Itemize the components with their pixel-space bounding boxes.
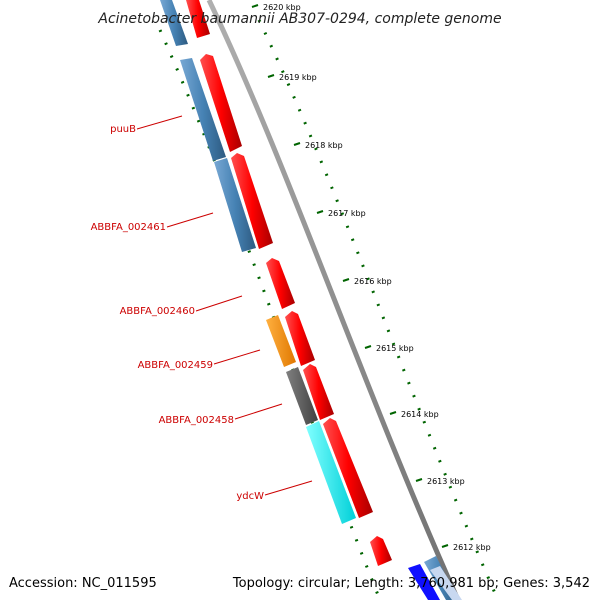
tick-label: 2614 kbp — [401, 410, 439, 419]
gene-label-leader — [166, 212, 214, 228]
gene-label: ABBFA_002461 — [91, 222, 166, 233]
gene-label-leader — [136, 115, 183, 130]
tick-mark — [267, 74, 275, 78]
tick-label: 2616 kbp — [354, 277, 392, 286]
gene-label-leader — [264, 480, 313, 496]
feature-orange — [266, 315, 296, 367]
tick-label: 2620 kbp — [263, 3, 301, 12]
gene-forward-2 — [231, 153, 273, 249]
tick-mark — [316, 210, 324, 214]
feature-blocks — [266, 315, 356, 524]
gene-label: puuB — [110, 124, 136, 135]
gene-lightblue-bottom — [430, 566, 462, 600]
tick-mark — [415, 478, 423, 482]
gene-ABBFA_002460 — [266, 258, 295, 309]
gene-label-group: puuB ABBFA_002461 ABBFA_002460 ABBFA_002459… — [91, 115, 313, 502]
tick-mark — [389, 411, 397, 415]
gene-forward-1 — [200, 54, 242, 152]
tick-group: 2620 kbp 2619 kbp 2618 kbp 2617 kbp 2616 kbp… — [251, 3, 491, 552]
backbone-ring — [206, 0, 461, 600]
gene-puuB — [180, 58, 226, 161]
tick-label: 2613 kbp — [427, 477, 465, 486]
gene-ABBFA_002458-fwd — [303, 364, 334, 420]
tick-label: 2615 kbp — [376, 344, 414, 353]
accession-text: Accession: NC_011595 — [9, 576, 157, 591]
tick-mark — [251, 4, 259, 8]
summary-text: Topology: circular; Length: 3,760,981 bp… — [232, 576, 590, 591]
map-title: Acinetobacter baumannii AB307-0294, comp… — [97, 11, 501, 27]
gene-forward-bottom — [370, 536, 392, 566]
tick-mark — [364, 345, 372, 349]
tick-label: 2617 kbp — [328, 209, 366, 218]
gene-label: ABBFA_002459 — [138, 360, 213, 371]
gene-label: ABBFA_002458 — [159, 415, 234, 426]
tick-label: 2618 kbp — [305, 141, 343, 150]
gene-label: ABBFA_002460 — [120, 306, 195, 317]
gene-label-leader — [234, 403, 283, 420]
gene-label-leader — [213, 349, 261, 365]
tick-mark — [441, 544, 449, 548]
gene-ABBFA_002459-fwd — [285, 311, 315, 366]
reverse-strand — [160, 0, 462, 600]
feature-cyan — [306, 421, 356, 524]
outer-tick-ring — [257, 19, 500, 600]
gene-ydcW-fwd — [323, 418, 373, 518]
forward-strand — [186, 0, 392, 566]
gene-label-leader — [195, 295, 243, 312]
gene-ABBFA_002461 — [214, 158, 256, 252]
tick-label: 2612 kbp — [453, 543, 491, 552]
tick-mark — [293, 142, 301, 146]
feature-gray — [286, 367, 318, 425]
tick-mark — [342, 278, 350, 282]
gene-label: ydcW — [236, 491, 264, 502]
gene-forward-top — [186, 0, 210, 38]
tick-label: 2619 kbp — [279, 73, 317, 82]
gene-reverse-top — [160, 0, 188, 46]
gene-blue-bottom-2 — [408, 564, 440, 600]
